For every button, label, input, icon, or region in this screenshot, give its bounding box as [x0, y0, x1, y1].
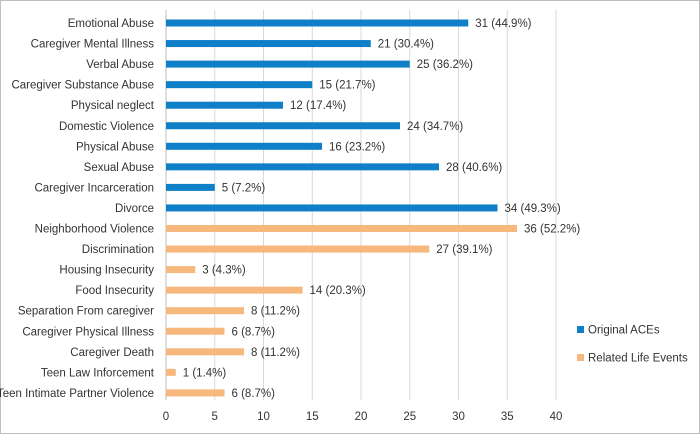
x-tick-label: 10 [257, 411, 270, 423]
bar-0 [166, 19, 469, 27]
x-tick-label: 25 [403, 411, 416, 423]
x-tick-label: 30 [452, 411, 465, 423]
value-label: 34 (49.3%) [505, 203, 561, 215]
bar-8 [166, 183, 215, 191]
value-label: 15 (21.7%) [319, 80, 375, 92]
bar-12 [166, 266, 196, 274]
bar-1 [166, 40, 371, 48]
value-label: 8 (11.2%) [251, 347, 300, 359]
value-label: 16 (23.2%) [329, 141, 385, 153]
value-label: 27 (39.1%) [436, 244, 492, 256]
bar-3 [166, 81, 313, 89]
value-label: 1 (1.4%) [183, 367, 227, 379]
category-label: Discrimination [82, 244, 154, 256]
bar-13 [166, 286, 303, 294]
bar-14 [166, 307, 244, 315]
category-label: Caregiver Incarceration [34, 182, 154, 194]
value-label: 3 (4.3%) [202, 265, 246, 277]
value-label: 6 (8.7%) [232, 326, 276, 338]
bar-9 [166, 204, 498, 212]
value-label: 24 (34.7%) [407, 121, 463, 133]
bar-4 [166, 101, 283, 109]
x-tick-label: 5 [212, 411, 218, 423]
category-label: Sexual Abuse [84, 162, 154, 174]
legend: Original ACEs Related Life Events [577, 325, 688, 365]
bar-17 [166, 368, 176, 376]
category-label: Caregiver Mental Illness [31, 39, 155, 51]
value-label: 6 (8.7%) [232, 388, 276, 400]
x-tick-label: 35 [501, 411, 514, 423]
legend-swatch [577, 326, 584, 333]
category-label: Separation From caregiver [18, 306, 154, 318]
value-label: 31 (44.9%) [475, 18, 531, 30]
value-label: 12 (17.4%) [290, 100, 346, 112]
category-label: Teen Law Inforcement [41, 367, 155, 379]
bar-10 [166, 225, 517, 232]
bar-2 [166, 60, 410, 68]
bar-6 [166, 142, 322, 150]
value-label: 25 (36.2%) [417, 59, 473, 71]
x-axis-ticks: 0 5 10 15 20 25 30 35 40 [163, 411, 563, 423]
value-label: 8 (11.2%) [251, 306, 300, 318]
category-label: Neighborhood Violence [35, 224, 154, 236]
category-label: Verbal Abuse [86, 59, 154, 71]
category-label: Teen Intimate Partner Violence [0, 388, 154, 400]
legend-label: Related Life Events [588, 353, 688, 365]
value-label: 21 (30.4%) [378, 39, 434, 51]
category-label: Divorce [115, 203, 154, 215]
x-tick-label: 15 [306, 411, 319, 423]
category-label: Caregiver Death [70, 347, 154, 359]
bars [166, 19, 517, 397]
bar-11 [166, 245, 430, 253]
category-label: Housing Insecurity [59, 265, 154, 277]
legend-swatch [577, 354, 584, 361]
bar-18 [166, 389, 225, 397]
x-tick-label: 0 [163, 411, 169, 423]
bar-7 [166, 163, 439, 171]
category-label: Physical neglect [71, 100, 155, 112]
category-label: Caregiver Substance Abuse [11, 80, 154, 92]
value-label: 36 (52.2%) [524, 224, 580, 236]
x-tick-label: 20 [355, 411, 368, 423]
legend-label: Original ACEs [588, 325, 660, 337]
value-label: 5 (7.2%) [222, 182, 266, 194]
category-label: Physical Abuse [76, 141, 154, 153]
category-label: Domestic Violence [59, 121, 154, 133]
bar-5 [166, 122, 400, 130]
labels: Emotional Abuse 31 (44.9%) Caregiver Menta… [0, 18, 580, 400]
category-label: Food Insecurity [75, 285, 154, 297]
bar-15 [166, 327, 225, 335]
value-label: 28 (40.6%) [446, 162, 502, 174]
x-tick-label: 40 [550, 411, 563, 423]
category-label: Caregiver Physical Illness [22, 326, 154, 338]
value-label: 14 (20.3%) [310, 285, 366, 297]
bar-16 [166, 348, 244, 356]
category-label: Emotional Abuse [68, 18, 154, 30]
